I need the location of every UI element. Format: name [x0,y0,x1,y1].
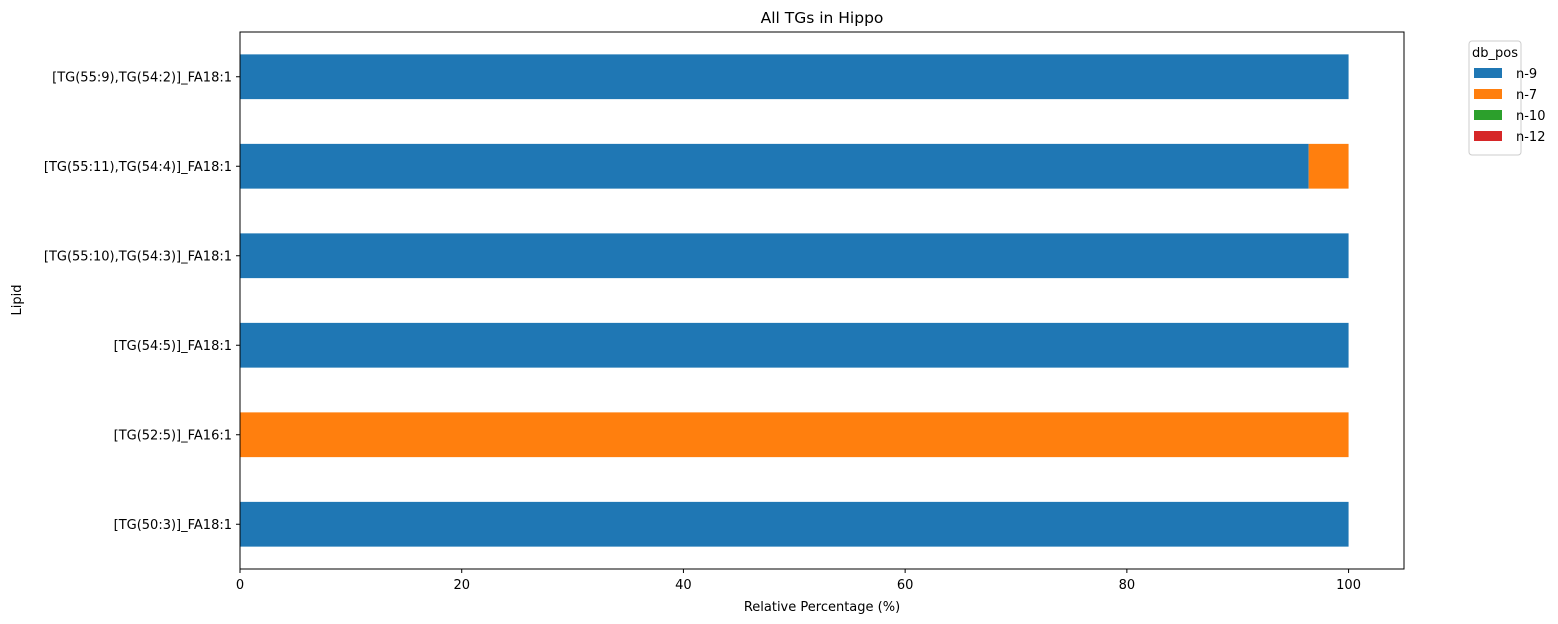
y-axis-label: Lipid [10,285,25,316]
y-axis: [TG(50:3)]_FA18:1 [TG(52:5)]_FA16:1 [TG(54… [44,70,240,533]
x-tick-label: 0 [236,578,244,593]
chart-title: All TGs in Hippo [761,9,884,27]
bars-group [240,54,1349,547]
y-tick-label: [TG(55:11),TG(54:4)]_FA18:1 [44,160,232,175]
x-tick-label: 40 [675,578,692,593]
x-tick-label: 100 [1336,578,1361,593]
x-tick-label: 80 [1119,578,1136,593]
legend-label-n-12: n-12 [1516,130,1545,145]
y-tick-label: [TG(55:9),TG(54:2)]_FA18:1 [52,70,232,85]
legend-swatch-n-7 [1474,89,1502,99]
y-tick-label: [TG(55:10),TG(54:3)]_FA18:1 [44,249,232,264]
plot-area-frame [239,31,1405,570]
y-tick-label: [TG(54:5)]_FA18:1 [114,339,232,354]
bar-segment-n-9-row-5 [240,54,1349,100]
legend-title: db_pos [1472,46,1518,61]
legend-label-n-10: n-10 [1516,109,1545,124]
bar-segment-n-9-row-3 [240,233,1349,279]
y-tick-label: [TG(52:5)]_FA16:1 [114,428,232,443]
legend-swatch-n-10 [1474,110,1502,120]
legend-label-n-7: n-7 [1516,88,1537,103]
legend: db_pos n-9 n-7 n-10 n-12 [1468,40,1545,156]
legend-label-n-9: n-9 [1516,67,1537,82]
y-tick-label: [TG(50:3)]_FA18:1 [114,518,232,533]
bar-segment-n-9-row-0 [240,501,1349,547]
x-axis-label: Relative Percentage (%) [744,600,900,615]
legend-swatch-n-12 [1474,131,1502,141]
bar-segment-n-7-row-1 [240,412,1349,458]
x-tick-label: 60 [897,578,914,593]
bar-segment-n-7-row-4 [1308,143,1349,189]
bar-segment-n-9-row-4 [240,143,1309,189]
legend-swatch-n-9 [1474,68,1502,78]
x-tick-label: 20 [453,578,470,593]
x-axis: 0 20 40 60 80 100 [236,569,1361,593]
bar-segment-n-9-row-2 [240,322,1349,368]
